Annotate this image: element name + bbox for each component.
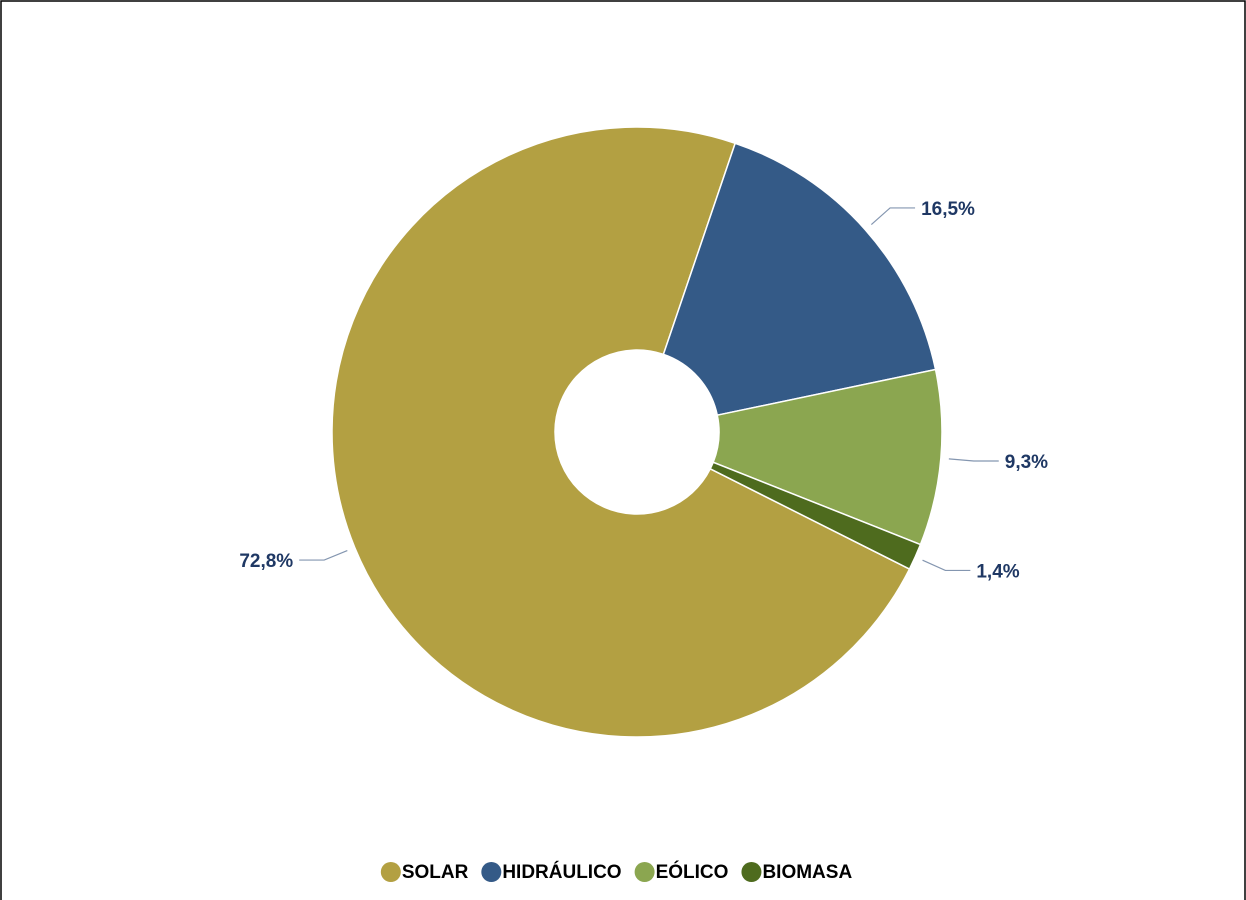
data-label: 1,4% xyxy=(976,561,1019,582)
data-label: 9,3% xyxy=(1005,452,1048,473)
donut-slice xyxy=(712,368,943,546)
leader-line xyxy=(299,550,348,561)
legend-marker xyxy=(634,862,655,882)
legend-label: BIOMASA xyxy=(762,862,852,883)
legend-label: SOLAR xyxy=(402,862,469,883)
legend-label: EÓLICO xyxy=(656,861,729,883)
leader-line xyxy=(948,458,999,462)
donut-slice xyxy=(662,142,937,417)
legend-marker xyxy=(741,862,762,882)
legend-marker xyxy=(380,862,401,882)
leader-line xyxy=(870,207,916,225)
leader-line xyxy=(922,559,971,572)
data-label: 16,5% xyxy=(921,199,975,220)
donut-slice xyxy=(709,461,922,571)
legend-marker xyxy=(481,862,502,882)
data-label: 72,8% xyxy=(239,551,293,572)
legend-label: HIDRÁULICO xyxy=(502,861,621,883)
donut-slice xyxy=(331,126,911,738)
